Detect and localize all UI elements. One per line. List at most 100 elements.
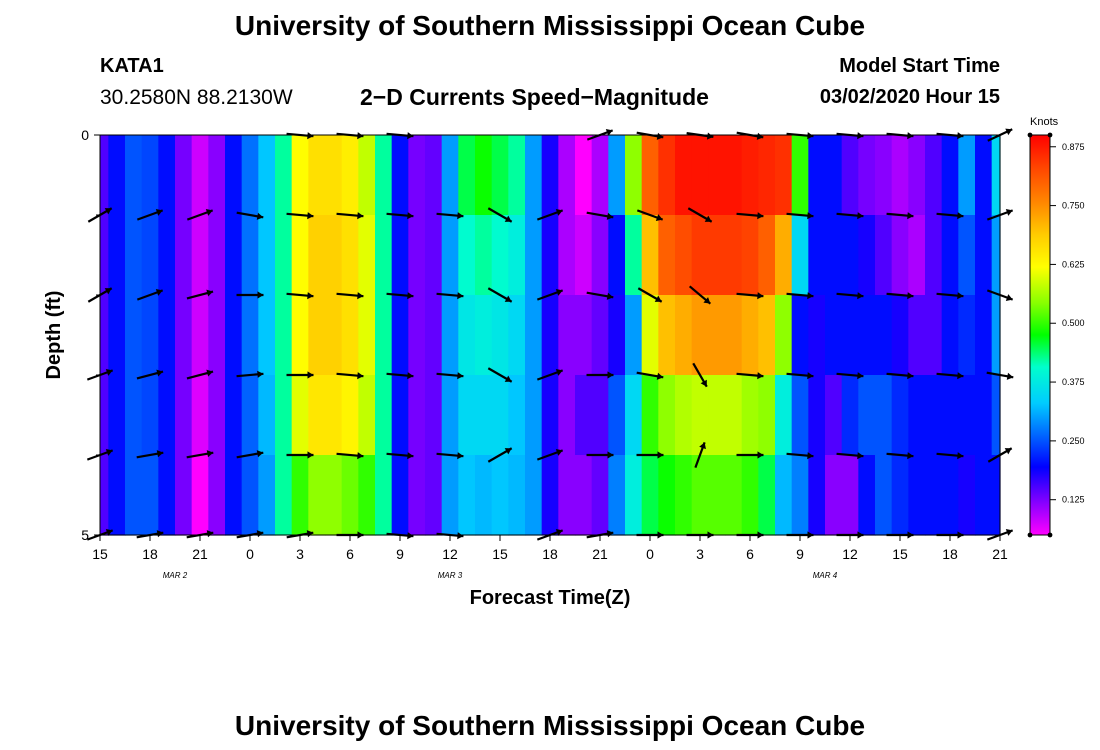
footer-title: University of Southern Mississippi Ocean… — [234, 710, 866, 741]
vector-head — [907, 452, 914, 460]
heat-cell — [608, 215, 626, 296]
heat-cell — [508, 455, 526, 536]
current-vector — [186, 289, 214, 300]
vector-head — [807, 292, 814, 300]
heat-cell — [141, 375, 159, 456]
heat-cell — [291, 135, 309, 216]
heat-cell — [425, 455, 443, 536]
heat-cell — [325, 135, 343, 216]
vector-head — [104, 208, 112, 215]
vector-head — [156, 369, 164, 377]
heat-cell — [841, 295, 859, 376]
current-vector — [636, 451, 664, 459]
heat-cell — [691, 295, 709, 376]
heat-cell — [408, 215, 426, 296]
heat-cell — [608, 455, 626, 536]
current-vector — [886, 372, 914, 380]
heat-cell — [858, 135, 876, 216]
heat-cell — [108, 295, 126, 376]
heat-cell — [208, 455, 226, 536]
heat-cell — [208, 215, 226, 296]
vector-head — [857, 132, 864, 140]
vector-head — [257, 370, 264, 378]
heat-cell — [475, 295, 493, 376]
heat-cell — [241, 135, 259, 216]
current-vector — [786, 292, 814, 300]
heat-cell — [308, 455, 326, 536]
heat-cell — [875, 295, 893, 376]
colorbar-end-dot — [1027, 532, 1033, 538]
heat-cell — [141, 455, 159, 536]
heat-cell — [341, 215, 359, 296]
heat-cell — [275, 135, 293, 216]
heat-cell — [191, 455, 209, 536]
colorbar-ticks: 0.875 0.750 0.625 0.500 0.375 0.250 0.125 — [1027, 132, 1085, 538]
x-tick-label: 21 — [592, 546, 608, 562]
vector-head — [555, 369, 563, 376]
vector-head — [307, 371, 314, 379]
current-vector — [586, 291, 614, 300]
vector-head — [907, 372, 914, 380]
heat-cell — [475, 375, 493, 456]
current-vector — [136, 450, 164, 459]
vector-head — [407, 452, 414, 460]
current-vector — [286, 371, 314, 379]
heat-cell — [591, 455, 609, 536]
heat-cell — [158, 135, 176, 216]
heat-cell — [908, 295, 926, 376]
heat-cell — [191, 375, 209, 456]
heat-cell — [691, 135, 709, 216]
x-tick-label: 3 — [296, 546, 304, 562]
vector-head — [156, 450, 164, 458]
station-coordinates: 30.2580N 88.2130W — [100, 86, 293, 109]
heat-cell — [458, 375, 476, 456]
heat-cell — [725, 135, 743, 216]
heat-cell — [525, 375, 543, 456]
heat-cell — [758, 135, 776, 216]
vector-head — [257, 291, 264, 299]
heat-cell — [225, 215, 243, 296]
heat-cell — [208, 135, 226, 216]
x-tick-label: 3 — [696, 546, 704, 562]
heat-cell — [908, 135, 926, 216]
heat-cell — [708, 135, 726, 216]
heat-cell — [958, 295, 976, 376]
heat-cell — [441, 295, 459, 376]
current-vector — [336, 212, 364, 220]
colorbar-end-dot — [1027, 132, 1033, 138]
current-vector — [386, 292, 414, 300]
heat-cell — [341, 135, 359, 216]
vector-head — [555, 289, 563, 296]
current-vector — [586, 451, 614, 459]
vector-head — [957, 212, 964, 220]
current-vector — [436, 452, 464, 460]
heat-cell — [258, 375, 276, 456]
heat-cell — [225, 135, 243, 216]
vector-head — [307, 212, 314, 220]
heat-cell — [525, 215, 543, 296]
heat-cell — [325, 375, 343, 456]
heat-cell — [191, 295, 209, 376]
heat-cell — [175, 215, 193, 296]
heat-cell — [591, 135, 609, 216]
vector-head — [700, 379, 707, 387]
heat-cell — [475, 455, 493, 536]
vector-head — [357, 212, 364, 220]
current-vector — [236, 450, 264, 459]
vector-head — [504, 448, 512, 455]
x-tick-label: 12 — [442, 546, 458, 562]
heat-cell — [408, 135, 426, 216]
x-tick-label: 21 — [192, 546, 208, 562]
vector-head — [504, 375, 512, 382]
heat-cell — [975, 375, 993, 456]
heat-cell — [891, 215, 909, 296]
y-tick-label: 5 — [81, 527, 89, 543]
date-label: MAR 4 — [813, 571, 838, 580]
heat-cell — [941, 455, 959, 536]
heat-cell — [775, 295, 793, 376]
currents-heatmap-chart: 15 18 21 0 3 6 9 12 15 18 21 0 3 6 9 12 15 18 21 MAR 2 MAR 3… — [43, 116, 1085, 609]
heat-cell — [791, 135, 809, 216]
heat-cell — [358, 375, 376, 456]
vector-head — [407, 532, 414, 540]
heat-cell — [741, 135, 759, 216]
